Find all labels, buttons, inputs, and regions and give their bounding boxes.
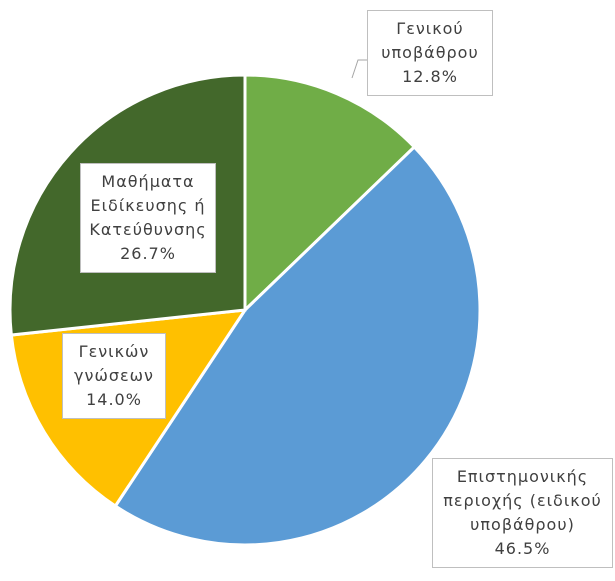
- value-label: 46.5%: [494, 539, 551, 558]
- category-label: Γενικών γνώσεων: [74, 342, 154, 385]
- category-label: Επιστημονικής περιοχής (ειδικού υποβάθρο…: [443, 467, 602, 534]
- pie-slice: [243, 73, 417, 314]
- leader-line: [351, 59, 368, 79]
- data-label: Γενικών γνώσεων 14.0%: [62, 333, 166, 419]
- value-label: 12.8%: [402, 67, 458, 86]
- data-label: Γενικού υποβάθρου 12.8%: [367, 10, 493, 96]
- category-label: Μαθήματα Ειδίκευσης ή Κατεύθυνσης: [89, 172, 207, 239]
- category-label: Γενικού υποβάθρου: [381, 19, 479, 62]
- value-label: 26.7%: [120, 244, 176, 263]
- value-label: 14.0%: [86, 390, 142, 409]
- data-label: Μαθήματα Ειδίκευσης ή Κατεύθυνσης 26.7%: [80, 163, 216, 273]
- data-label: Επιστημονικής περιοχής (ειδικού υποβάθρο…: [432, 458, 613, 568]
- pie-slice: [113, 144, 482, 547]
